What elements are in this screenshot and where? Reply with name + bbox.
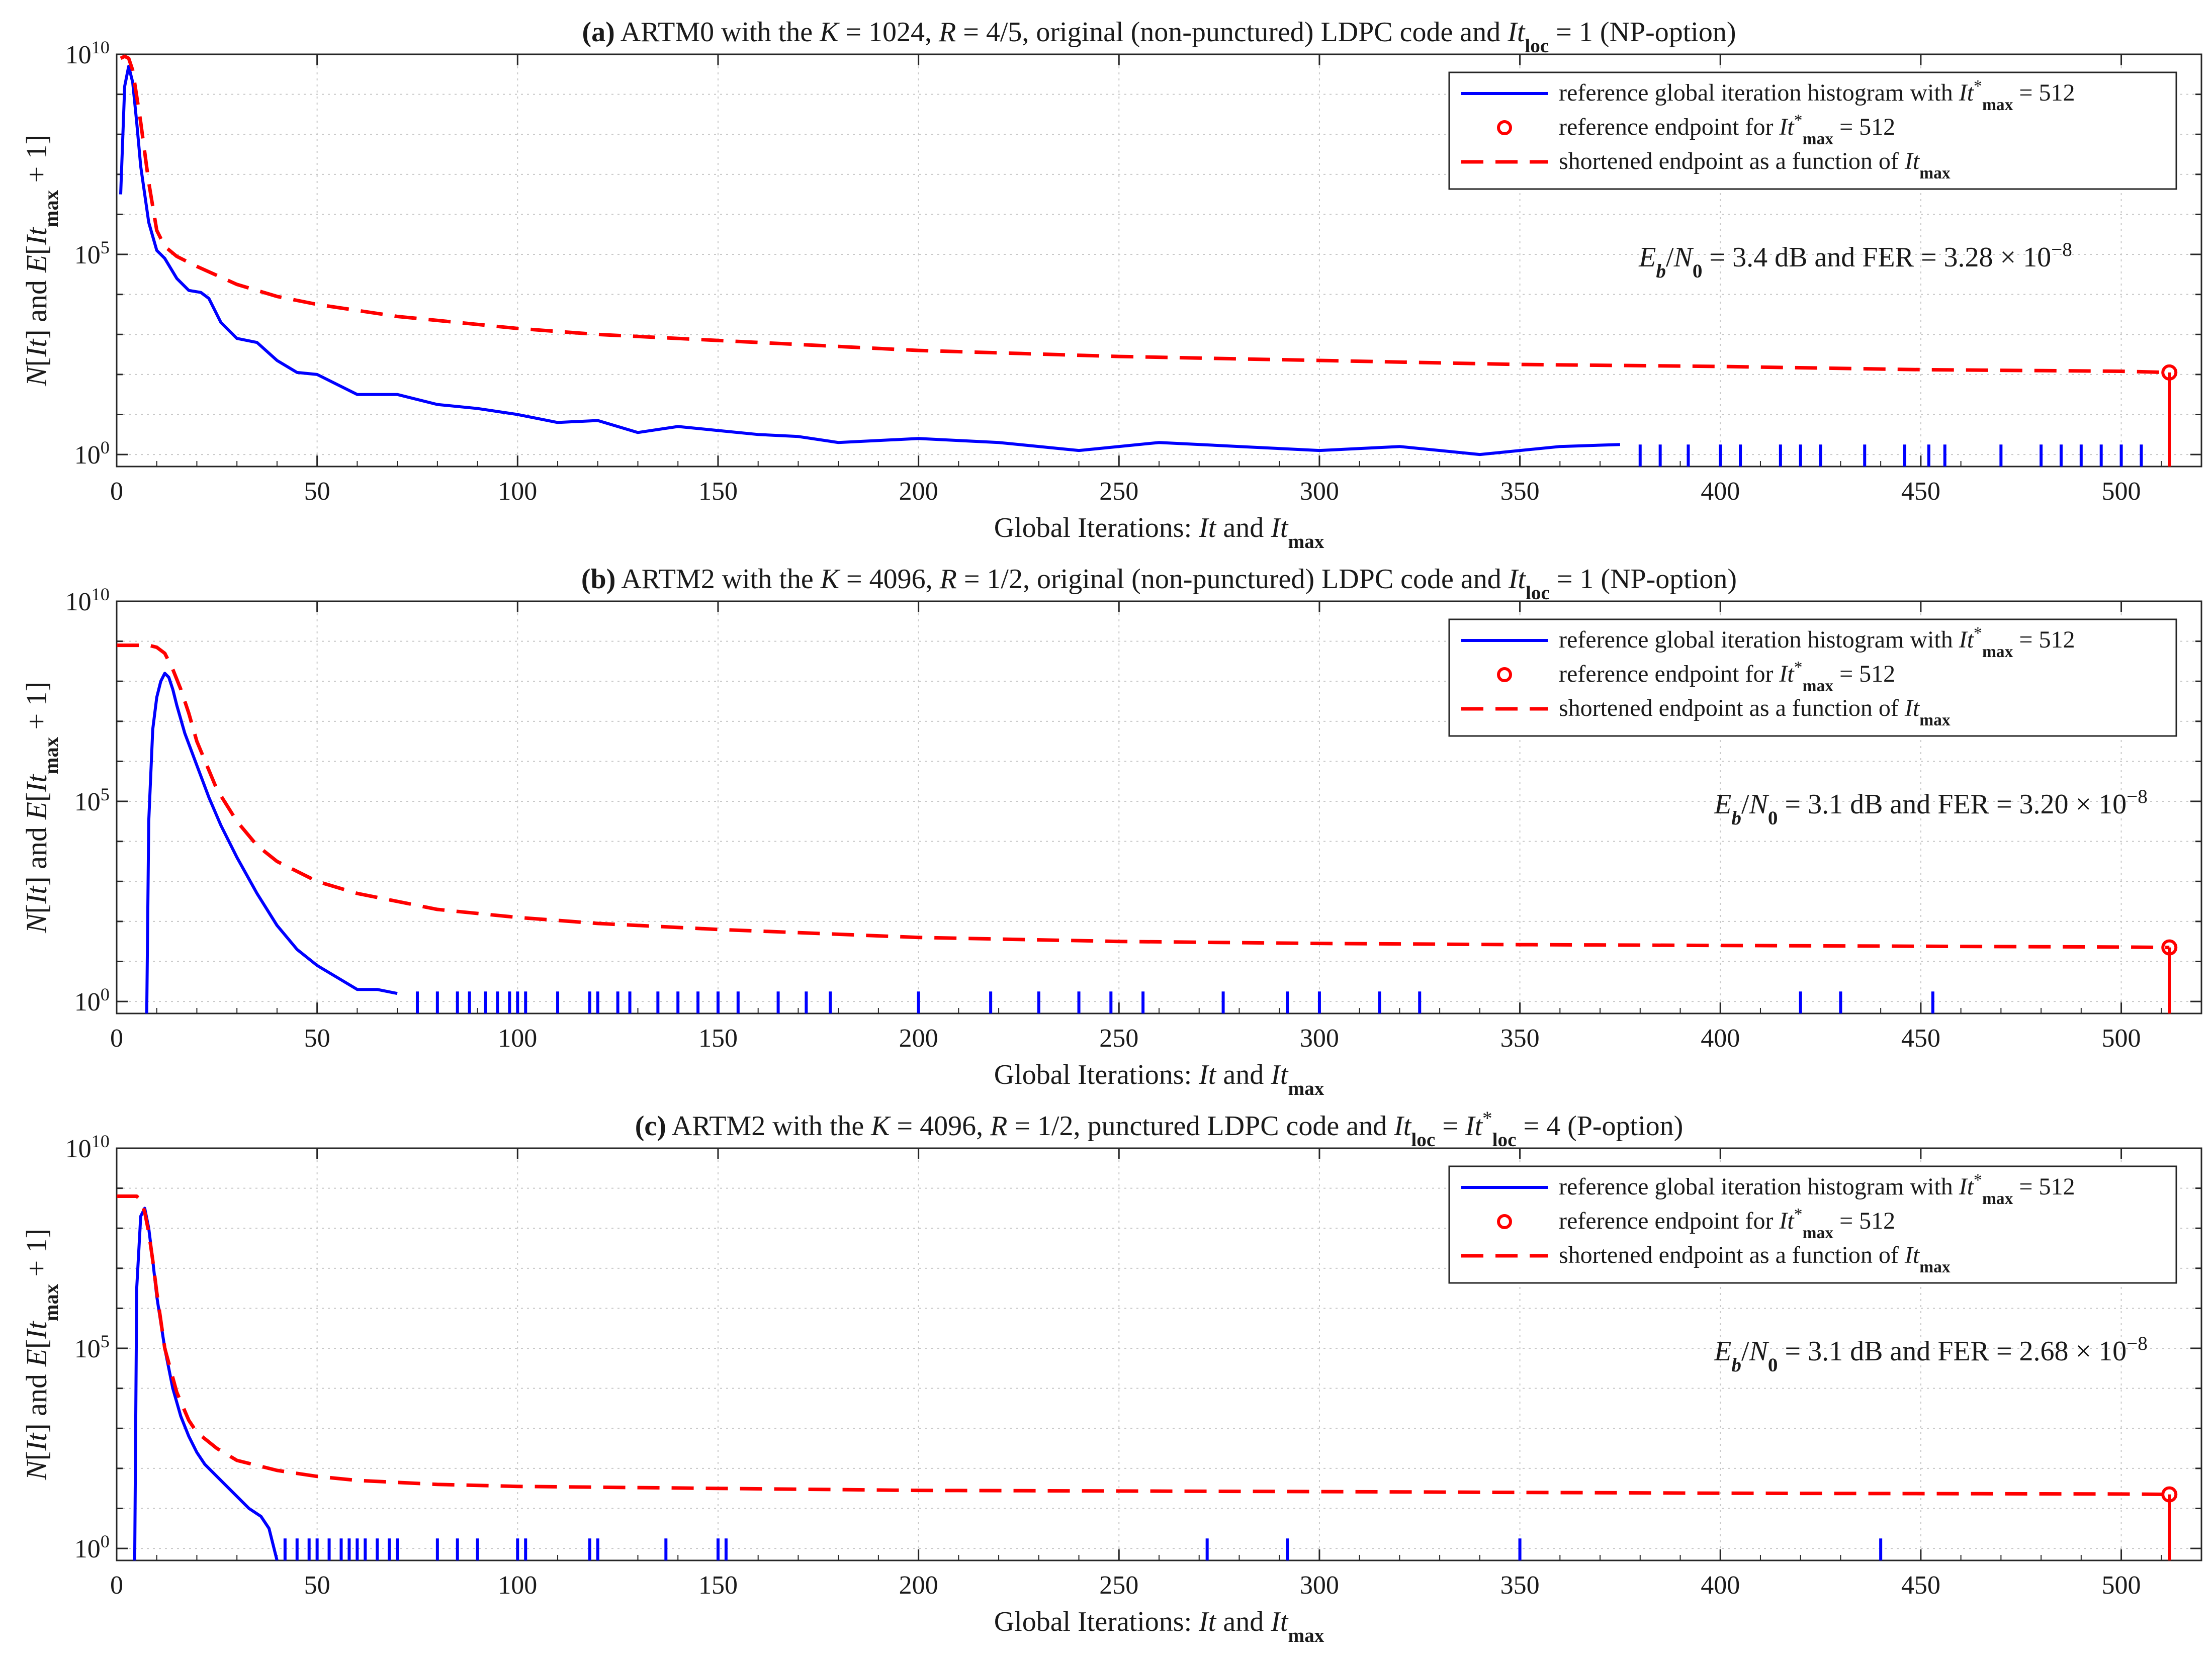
x-tick-label: 500: [2102, 477, 2141, 506]
fer-annotation: Eb/N0 = 3.1 dB and FER = 2.68 × 10−8: [1714, 1333, 2148, 1376]
chart-title: (a) ARTM0 with the K = 1024, R = 4/5, or…: [582, 17, 1736, 57]
legend-box: [1448, 1165, 2177, 1284]
series-histogram-line: [145, 672, 398, 1013]
chart-title: (b) ARTM2 with the K = 4096, R = 1/2, or…: [581, 564, 1737, 604]
series-layer: [117, 1194, 2171, 1560]
series-layer: [117, 643, 2170, 1013]
y-axis-label: N[It] and E[Itmax + 1]: [20, 682, 62, 934]
x-tick-label: 0: [110, 1024, 123, 1053]
x-tick-label: 350: [1500, 477, 1540, 506]
legend: reference global iteration histogram wit…: [1448, 71, 2177, 190]
y-tick-label: 1010: [65, 584, 110, 616]
series-shortened-endpoint-line: [117, 643, 2170, 950]
y-tick-label: 105: [74, 237, 110, 269]
x-tick-label: 150: [698, 1024, 738, 1053]
x-tick-label: 0: [110, 1571, 123, 1600]
x-tick-label: 350: [1500, 1024, 1540, 1053]
legend-label-endpoint: reference endpoint for It*max = 512: [1559, 111, 1895, 148]
legend-label-shortened: shortened endpoint as a function of Itma…: [1559, 695, 1951, 729]
x-tick-label: 200: [899, 477, 938, 506]
x-tick-label: 400: [1701, 1571, 1740, 1600]
legend-swatch-endpoint: [1497, 1214, 1512, 1229]
x-tick-label: 50: [304, 1024, 330, 1053]
x-tick-label: 100: [498, 477, 537, 506]
x-tick-label: 450: [1901, 1024, 1940, 1053]
y-tick-label: 100: [74, 437, 110, 470]
x-axis-label: Global Iterations: It and Itmax: [994, 1606, 1324, 1646]
endpoint-marker: [2161, 1486, 2178, 1503]
x-tick-label: 0: [110, 477, 123, 506]
y-tick-label: 100: [74, 1531, 110, 1563]
legend-box: [1448, 71, 2177, 190]
legend: reference global iteration histogram wit…: [1448, 618, 2177, 737]
x-tick-label: 350: [1500, 1571, 1540, 1600]
legend-swatch-endpoint: [1497, 120, 1512, 135]
x-tick-label: 250: [1099, 1024, 1138, 1053]
y-tick-label: 1010: [65, 1131, 110, 1163]
x-tick-label: 200: [899, 1571, 938, 1600]
x-tick-label: 300: [1300, 1024, 1339, 1053]
legend-label-endpoint: reference endpoint for It*max = 512: [1559, 658, 1895, 695]
x-tick-label: 400: [1701, 477, 1740, 506]
x-tick-label: 50: [304, 477, 330, 506]
y-axis-label: N[It] and E[Itmax + 1]: [20, 135, 62, 387]
chart-panel-a: 0 50 100 150 200 250 300 350 400 450 500 100 105 1010…: [20, 17, 2202, 552]
legend-label-histogram: reference global iteration histogram wit…: [1559, 1171, 2075, 1208]
y-tick-label: 105: [74, 1331, 110, 1363]
x-tick-label: 250: [1099, 477, 1138, 506]
legend-box: [1448, 618, 2177, 737]
x-tick-label: 100: [498, 1571, 537, 1600]
x-tick-label: 400: [1701, 1024, 1740, 1053]
x-tick-label: 450: [1901, 477, 1940, 506]
series-layer: [119, 54, 2170, 467]
x-axis-label: Global Iterations: It and Itmax: [994, 512, 1324, 552]
x-tick-label: 150: [698, 477, 738, 506]
x-tick-label: 200: [899, 1024, 938, 1053]
legend-label-shortened: shortened endpoint as a function of Itma…: [1559, 148, 1951, 182]
y-tick-label: 1010: [65, 37, 110, 69]
x-tick-label: 150: [698, 1571, 738, 1600]
x-tick-label: 300: [1300, 1571, 1339, 1600]
series-shortened-endpoint-line: [117, 1194, 2170, 1497]
series-histogram-line: [119, 64, 1621, 456]
x-tick-label: 500: [2102, 1571, 2141, 1600]
fer-annotation: Eb/N0 = 3.4 dB and FER = 3.28 × 10−8: [1638, 239, 2072, 282]
y-tick-label: 105: [74, 784, 110, 816]
legend-label-shortened: shortened endpoint as a function of Itma…: [1559, 1242, 1951, 1276]
fer-annotation: Eb/N0 = 3.1 dB and FER = 3.20 × 10−8: [1714, 786, 2148, 829]
chart-panel-b: 0 50 100 150 200 250 300 350 400 450 500 100 105 1010…: [20, 564, 2202, 1099]
legend-swatch-endpoint: [1497, 667, 1512, 682]
endpoint-marker: [2161, 364, 2178, 381]
y-tick-label: 100: [74, 984, 110, 1017]
endpoint-marker: [2161, 939, 2178, 956]
chart-title: (c) ARTM2 with the K = 4096, R = 1/2, pu…: [635, 1107, 1684, 1151]
x-tick-label: 50: [304, 1571, 330, 1600]
y-axis-label: N[It] and E[Itmax + 1]: [20, 1229, 62, 1481]
chart-panel-c: 0 50 100 150 200 250 300 350 400 450 500 100 105 1010…: [20, 1107, 2202, 1646]
x-axis-label: Global Iterations: It and Itmax: [994, 1059, 1324, 1099]
legend: reference global iteration histogram wit…: [1448, 1165, 2177, 1284]
x-tick-label: 300: [1300, 477, 1339, 506]
x-tick-label: 450: [1901, 1571, 1940, 1600]
legend-label-endpoint: reference endpoint for It*max = 512: [1559, 1205, 1895, 1242]
x-tick-label: 100: [498, 1024, 537, 1053]
x-tick-label: 500: [2102, 1024, 2141, 1053]
legend-label-histogram: reference global iteration histogram wit…: [1559, 624, 2075, 661]
legend-label-histogram: reference global iteration histogram wit…: [1559, 77, 2075, 114]
x-tick-label: 250: [1099, 1571, 1138, 1600]
